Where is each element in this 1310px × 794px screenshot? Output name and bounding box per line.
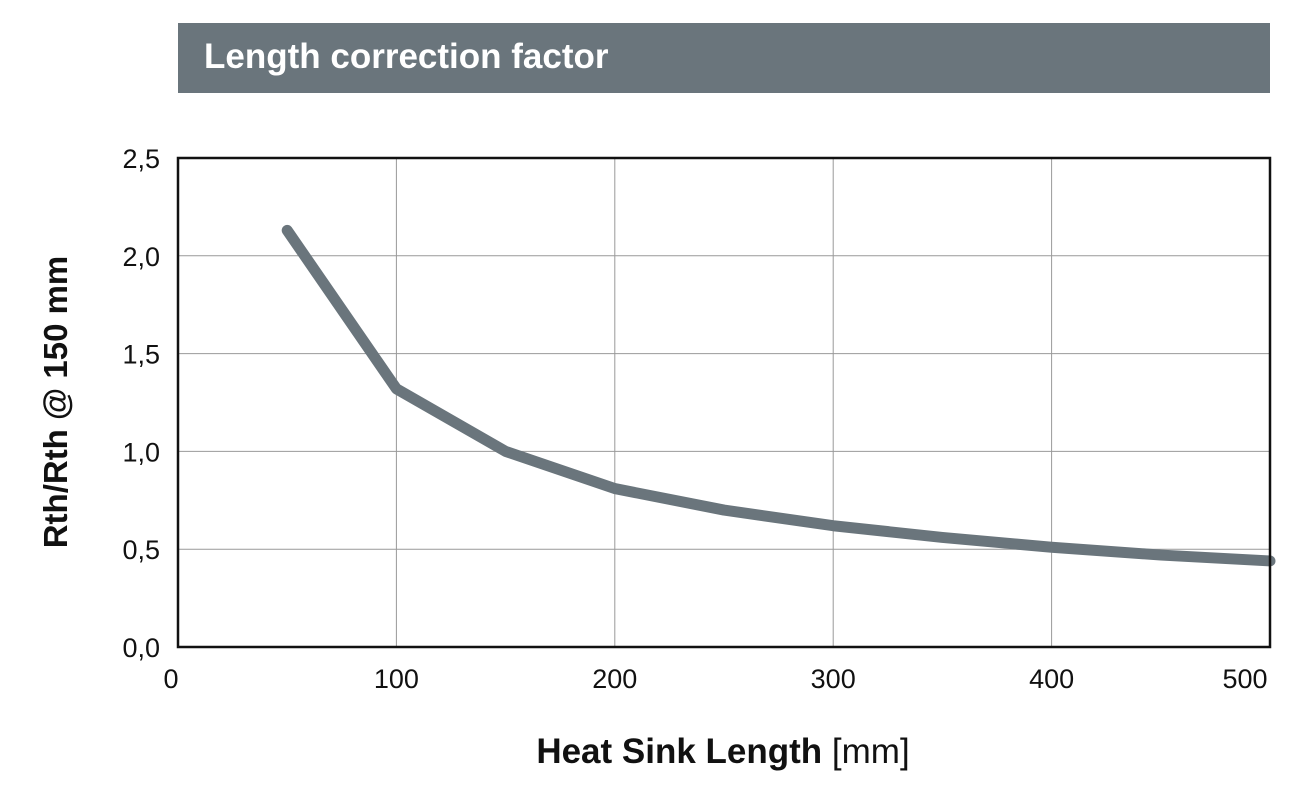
plot-frame [176,156,1272,649]
y-tick-label: 0,5 [122,535,160,565]
tick-labels: 0 100 200 300 400 500 0,0 0,5 1,0 1,5 2,0 2,5 [122,144,1267,694]
grid [177,157,1271,648]
x-axis-label: Heat Sink Length [mm] [0,732,1310,772]
y-axis-label: Rth/Rth @ 150 mm [37,256,74,549]
chart-title-bar: Length correction factor [178,23,1270,93]
series [281,224,1276,567]
x-tick-label: 100 [374,664,419,694]
x-tick-label: 400 [1029,664,1074,694]
y-tick-label: 0,0 [122,633,160,663]
chart-title: Length correction factor [204,37,609,76]
x-tick-label: 0 [163,664,178,694]
x-tick-label: 200 [592,664,637,694]
x-axis-unit: [mm] [831,732,910,771]
y-tick-label: 2,0 [122,242,160,272]
series-line [281,224,1276,567]
y-tick-label: 1,5 [122,340,160,370]
y-tick-label: 2,5 [122,144,160,174]
x-tick-label: 500 [1222,664,1267,694]
x-tick-label: 300 [811,664,856,694]
y-tick-label: 1,0 [122,437,160,467]
x-axis-label-text: Heat Sink Length [536,732,823,771]
